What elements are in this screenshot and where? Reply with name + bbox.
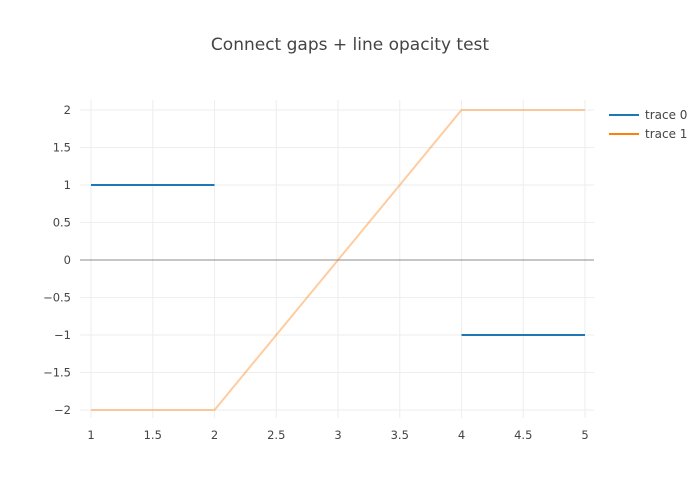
series-1-segment-0: [91, 109, 585, 411]
x-tick-label: 4.5: [514, 428, 532, 442]
y-tick-label: −0.5: [43, 291, 71, 305]
y-tick-label: 1: [64, 178, 71, 192]
grid: [80, 100, 594, 418]
x-tick-label: 4: [458, 428, 465, 442]
x-tick-label: 1: [87, 428, 94, 442]
x-tick-label: 2: [211, 428, 218, 442]
legend-label: trace 0: [645, 108, 687, 122]
y-tick-label: −2: [54, 403, 71, 417]
y-tick-label: −1: [54, 328, 71, 342]
y-tick-label: 0: [64, 253, 71, 267]
chart-title: Connect gaps + line opacity test: [211, 35, 489, 55]
x-tick-label: 3.5: [391, 428, 409, 442]
series-lines: [91, 109, 585, 411]
x-tick-label: 5: [581, 428, 588, 442]
y-tick-label: 1.5: [53, 141, 71, 155]
x-tick-label: 2.5: [267, 428, 285, 442]
legend-label: trace 1: [645, 127, 687, 141]
y-tick-label: 2: [64, 103, 71, 117]
legend[interactable]: trace 0 trace 1: [609, 108, 687, 141]
x-tick-label: 3: [334, 428, 341, 442]
x-tick-label: 1.5: [144, 428, 162, 442]
y-tick-label: −1.5: [43, 366, 71, 380]
y-tick-label: 0.5: [53, 216, 71, 230]
legend-item-0[interactable]: trace 0: [609, 108, 687, 122]
legend-item-1[interactable]: trace 1: [609, 127, 687, 141]
axis-ticks: 1 1.5 2 2.5 3 3.5 4 4.5 5 2 1.5 1 0.5 0 −0.5 −1 −1.5 −2: [43, 103, 589, 442]
